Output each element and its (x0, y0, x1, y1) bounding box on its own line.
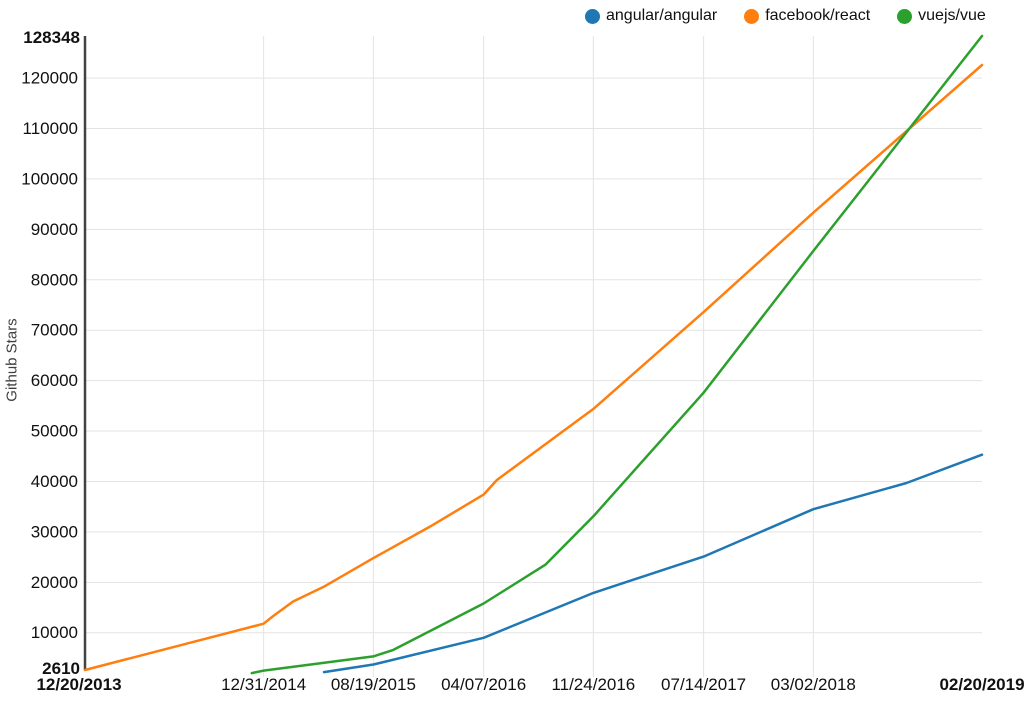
y-axis-min-label: 2610 (42, 659, 80, 678)
x-tick-label: 11/24/2016 (551, 675, 635, 694)
legend-item-label: facebook/react (765, 7, 871, 24)
y-tick-label: 70000 (31, 321, 78, 340)
legend-item-label: angular/angular (606, 7, 718, 24)
x-tick-label: 07/14/2017 (661, 675, 746, 694)
y-tick-label: 20000 (31, 573, 78, 592)
x-axis-start-label: 12/20/2013 (36, 675, 121, 694)
y-tick-label: 80000 (31, 270, 78, 289)
y-tick-label: 40000 (31, 472, 78, 491)
legend-dot-icon (585, 8, 600, 24)
legend-item-facebook-react[interactable]: facebook/react (744, 7, 870, 25)
x-axis-end-label: 02/20/2019 (939, 675, 1024, 694)
y-tick-label: 30000 (31, 522, 78, 541)
y-tick-label: 60000 (31, 371, 78, 390)
y-axis-title: Github Stars (3, 318, 21, 402)
x-tick-label: 12/31/2014 (221, 675, 306, 694)
series-line-facebook-react (83, 63, 984, 672)
y-tick-label: 110000 (23, 119, 78, 138)
legend: angular/angular facebook/react vuejs/vue (585, 7, 986, 25)
legend-dot-icon (744, 8, 760, 24)
y-tick-label: 90000 (31, 220, 78, 239)
y-tick-label: 50000 (31, 422, 78, 441)
legend-item-vuejs-vue[interactable]: vuejs/vue (897, 7, 986, 25)
series-line-vuejs-vue (250, 34, 984, 675)
y-tick-label: 100000 (21, 169, 78, 188)
series-line-angular-angular (322, 453, 984, 674)
y-tick-label: 120000 (21, 69, 78, 88)
y-tick-label: 10000 (31, 623, 78, 642)
legend-item-label: vuejs/vue (918, 7, 986, 24)
x-tick-label: 03/02/2018 (771, 675, 856, 694)
legend-dot-icon (897, 8, 913, 24)
legend-item-angular-angular[interactable]: angular/angular (585, 7, 717, 25)
y-axis-max-label: 128348 (23, 28, 80, 47)
x-tick-label: 08/19/2015 (331, 675, 416, 694)
x-tick-label: 04/07/2016 (441, 675, 526, 694)
